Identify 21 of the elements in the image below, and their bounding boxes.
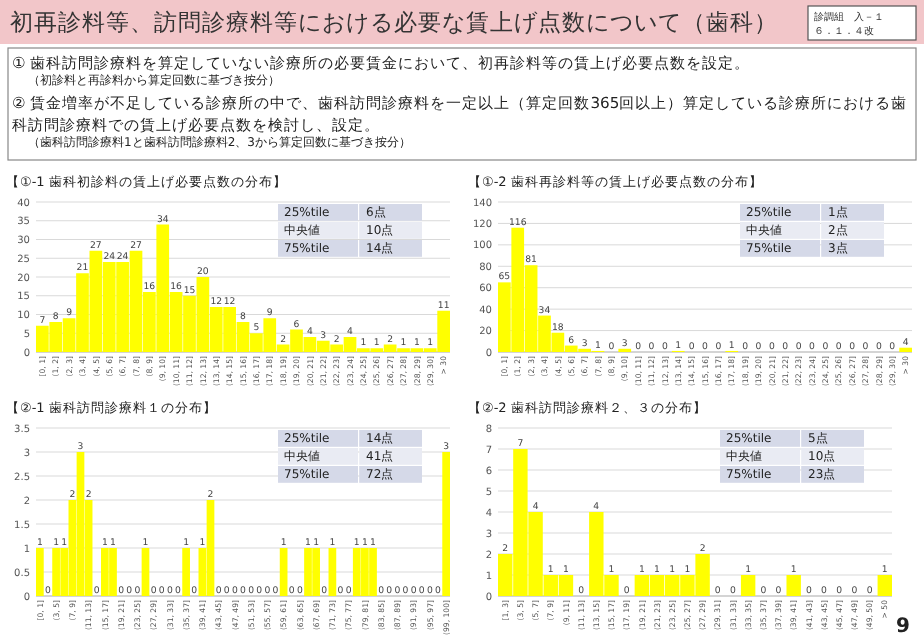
- bar: [877, 575, 892, 596]
- bar: [206, 500, 215, 596]
- bar: [369, 548, 377, 596]
- bar: [312, 548, 320, 596]
- bar: [76, 452, 85, 596]
- bar: [740, 575, 756, 596]
- bar: [304, 548, 312, 596]
- bar: [279, 548, 288, 596]
- bar: [442, 452, 450, 596]
- bar: [786, 575, 801, 596]
- bar: [52, 548, 60, 596]
- text: 9: [896, 616, 911, 638]
- bar: [141, 548, 150, 596]
- bar: [109, 548, 117, 596]
- bar: [361, 548, 369, 596]
- bar: [101, 548, 109, 596]
- text: 初再診料等、訪問診療料等における必要な賃上げ点数について（歯科）: [10, 8, 778, 36]
- bar: [352, 548, 361, 596]
- bar: [36, 548, 44, 596]
- bar: [182, 548, 190, 596]
- bar: [328, 548, 337, 596]
